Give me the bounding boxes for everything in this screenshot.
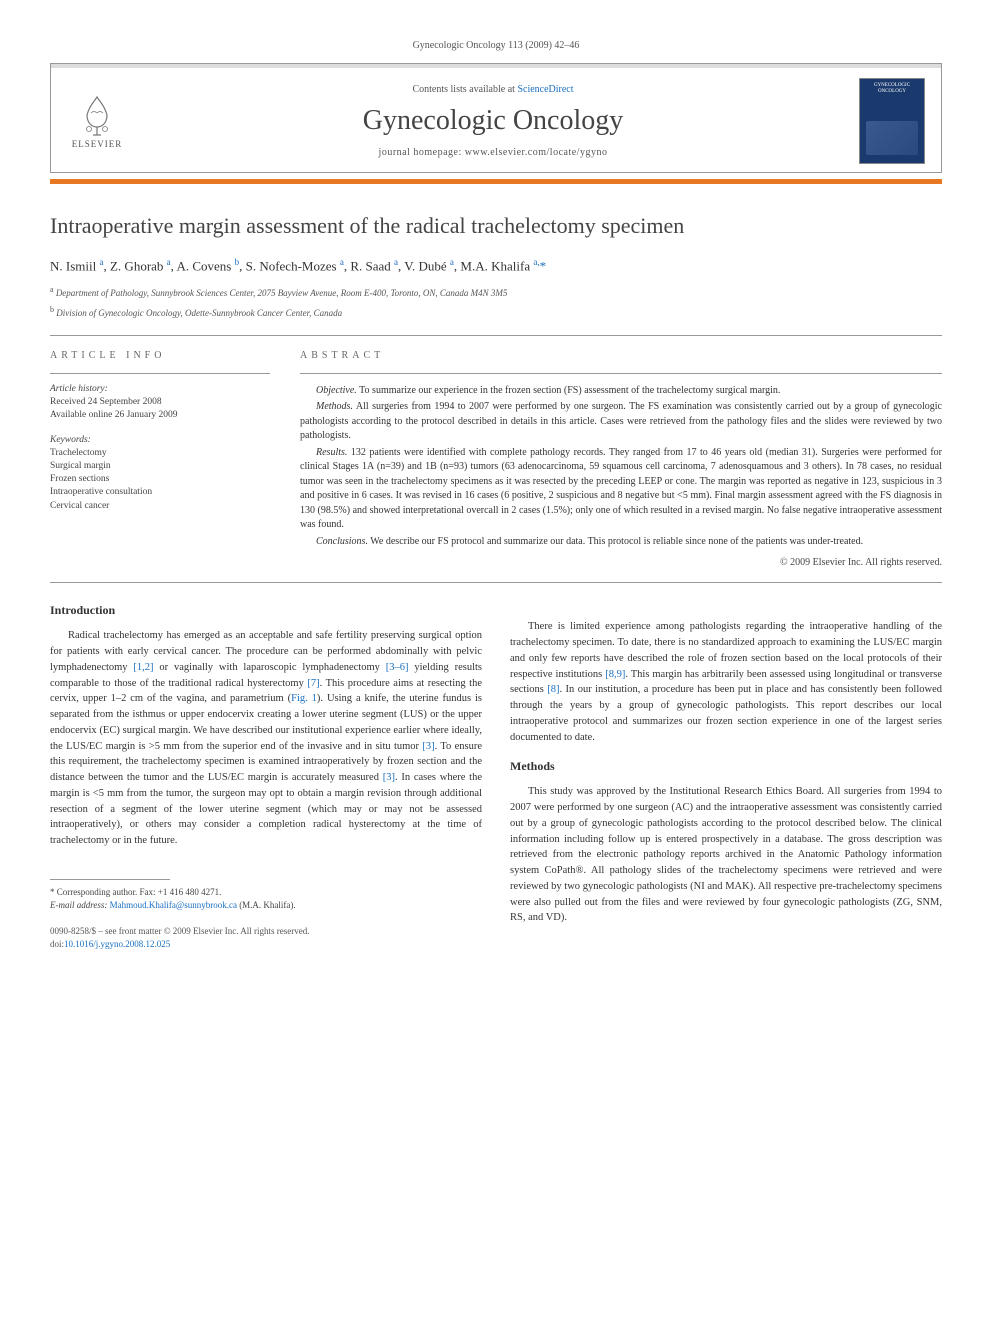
keyword: Cervical cancer (50, 500, 270, 513)
email-suffix: (M.A. Khalifa). (237, 900, 296, 910)
sciencedirect-link[interactable]: ScienceDirect (517, 84, 573, 95)
author-list: N. Ismiil a, Z. Ghorab a, A. Covens b, S… (50, 257, 942, 274)
doi-link[interactable]: 10.1016/j.ygyno.2008.12.025 (64, 939, 170, 949)
rule-below-abstract (50, 582, 942, 583)
elsevier-tree-icon (75, 93, 119, 137)
keyword: Intraoperative consultation (50, 486, 270, 499)
introduction-heading: Introduction (50, 603, 482, 618)
journal-header: ELSEVIER Contents lists available at Sci… (50, 63, 942, 173)
homepage-url[interactable]: www.elsevier.com/locate/ygyno (465, 147, 608, 158)
methods-heading: Methods (510, 759, 942, 774)
running-head: Gynecologic Oncology 113 (2009) 42–46 (50, 40, 942, 51)
email-footnote: E-mail address: Mahmoud.Khalifa@sunnybro… (50, 899, 482, 912)
history-line: Received 24 September 2008 (50, 396, 270, 409)
article-title: Intraoperative margin assessment of the … (50, 212, 942, 241)
rule-above-info (50, 335, 942, 336)
abstract-objective: Objective. To summarize our experience i… (300, 384, 942, 399)
homepage-label: journal homepage: (379, 147, 465, 158)
corresponding-author-footnote: * Corresponding author. Fax: +1 416 480 … (50, 886, 482, 899)
history-label: Article history: (50, 384, 270, 394)
contents-prefix: Contents lists available at (412, 84, 517, 95)
abstract-results: Results. 132 patients were identified wi… (300, 446, 942, 533)
contents-available: Contents lists available at ScienceDirec… (127, 84, 859, 95)
affiliation: b Division of Gynecologic Oncology, Odet… (50, 304, 942, 321)
col2-paragraph-1: There is limited experience among pathol… (510, 619, 942, 745)
abstract-conclusions: Conclusions. We describe our FS protocol… (300, 535, 942, 550)
email-label: E-mail address: (50, 900, 110, 910)
keyword: Frozen sections (50, 473, 270, 486)
abstract-methods: Methods. All surgeries from 1994 to 2007… (300, 400, 942, 444)
article-info-label: ARTICLE INFO (50, 350, 270, 361)
elsevier-text: ELSEVIER (72, 139, 123, 149)
front-matter-line: 0090-8258/$ – see front matter © 2009 El… (50, 925, 482, 938)
cover-label: GYNECOLOGIC ONCOLOGY (860, 83, 924, 94)
doi-prefix: doi: (50, 939, 64, 949)
abstract-rule (300, 373, 942, 374)
corresponding-email-link[interactable]: Mahmoud.Khalifa@sunnybrook.ca (110, 900, 237, 910)
info-rule (50, 373, 270, 374)
cover-image (866, 121, 918, 155)
keyword: Surgical margin (50, 460, 270, 473)
intro-paragraph-1: Radical trachelectomy has emerged as an … (50, 628, 482, 849)
elsevier-logo: ELSEVIER (67, 88, 127, 154)
methods-paragraph-1: This study was approved by the Instituti… (510, 784, 942, 926)
journal-cover-thumb: GYNECOLOGIC ONCOLOGY (859, 78, 925, 164)
history-line: Available online 26 January 2009 (50, 409, 270, 422)
keyword: Trachelectomy (50, 447, 270, 460)
abstract-copyright: © 2009 Elsevier Inc. All rights reserved… (300, 557, 942, 568)
affiliation: a Department of Pathology, Sunnybrook Sc… (50, 284, 942, 301)
abstract-label: ABSTRACT (300, 350, 942, 361)
footnote-rule (50, 879, 170, 880)
journal-homepage: journal homepage: www.elsevier.com/locat… (127, 147, 859, 158)
doi-block: 0090-8258/$ – see front matter © 2009 El… (50, 925, 482, 950)
keywords-label: Keywords: (50, 435, 270, 445)
orange-divider (50, 179, 942, 184)
journal-title: Gynecologic Oncology (127, 105, 859, 137)
